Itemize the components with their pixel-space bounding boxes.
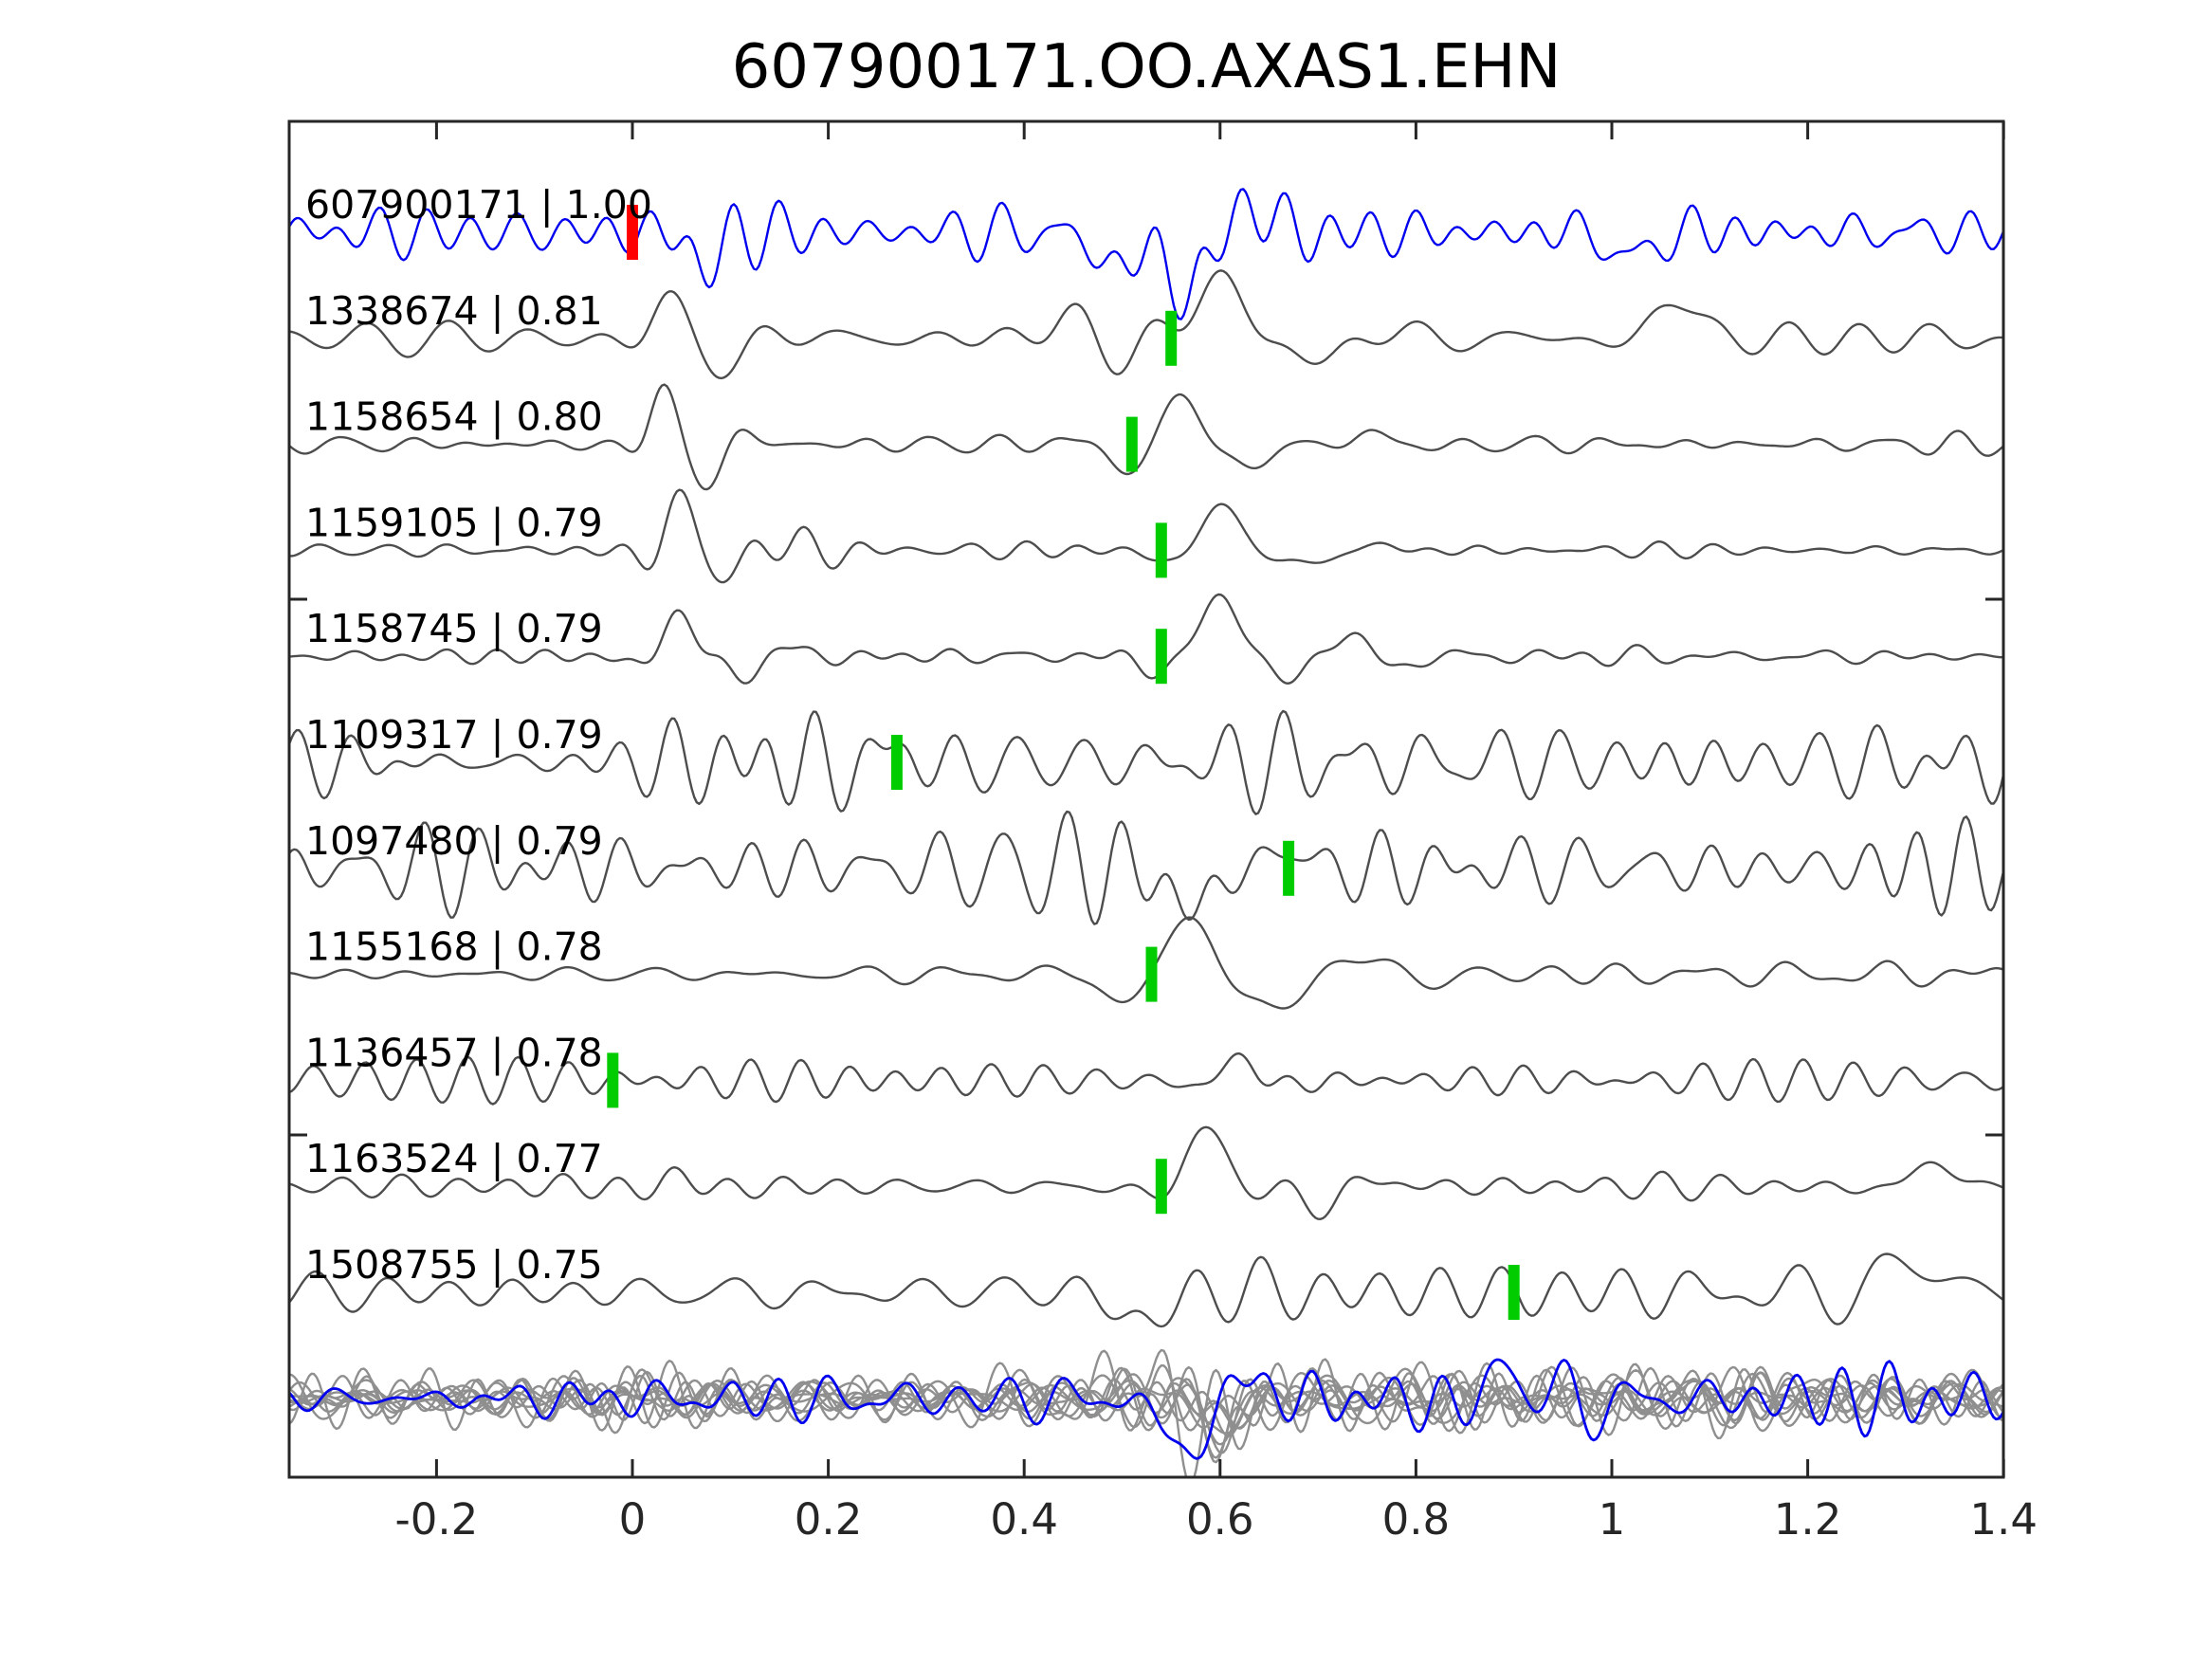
pick-marker-1136457 — [607, 1052, 619, 1108]
trace-label-1155168: 1155168 | 0.78 — [305, 924, 603, 970]
trace-labels-layer: 607900171 | 1.00 1338674 | 0.81 1158654 | … — [305, 182, 652, 1288]
trace-label-1158654: 1158654 | 0.80 — [305, 394, 603, 440]
x-tick-label: 1.2 — [1774, 1494, 1842, 1545]
overlay-trace-blue — [289, 1358, 2003, 1460]
trace-label-1159105: 1159105 | 0.79 — [305, 500, 603, 545]
waveform-trace-1158745 — [289, 593, 2003, 685]
plot-border — [287, 119, 2005, 1479]
pick-marker-1155168 — [1145, 946, 1158, 1002]
trace-label-1158745: 1158745 | 0.79 — [305, 606, 603, 651]
pick-markers-layer — [607, 205, 1520, 1320]
waveform-trace-1163524 — [289, 1125, 2003, 1221]
waveform-trace-1159105 — [289, 488, 2003, 584]
pick-marker-1508755 — [1508, 1265, 1520, 1320]
trace-label-1338674: 1338674 | 0.81 — [305, 288, 603, 334]
x-tick-label: 0.8 — [1382, 1494, 1451, 1545]
waveform-trace-1097480 — [289, 810, 2003, 925]
trace-label-1163524: 1163524 | 0.77 — [305, 1136, 603, 1181]
axis-tick-labels-layer: -0.2 0 0.2 0.4 0.6 0.8 1 1.2 1.4 — [394, 1494, 2037, 1545]
trace-label-1109317: 1109317 | 0.79 — [305, 712, 603, 758]
x-tick-label: 0 — [619, 1494, 647, 1545]
x-tick-label: 1 — [1599, 1494, 1626, 1545]
waveform-trace-1158654 — [289, 383, 2003, 491]
waveform-trace-607900171 — [289, 188, 2003, 320]
pick-marker-1163524 — [1155, 1159, 1167, 1215]
trace-label-1097480: 1097480 | 0.79 — [305, 818, 603, 864]
x-tick-label: -0.2 — [394, 1494, 478, 1545]
axis-ticks-layer — [289, 121, 2005, 1477]
trace-label-1508755: 1508755 | 0.75 — [305, 1242, 603, 1288]
pick-marker-1338674 — [1165, 310, 1178, 366]
x-tick-label: 0.4 — [990, 1494, 1058, 1545]
pick-marker-1159105 — [1155, 522, 1167, 578]
traces-layer — [289, 188, 2003, 1477]
waveform-trace-1136457 — [289, 1051, 2003, 1106]
overlay-trace-gray — [289, 1359, 2003, 1440]
pick-marker-1158745 — [1155, 629, 1167, 685]
pick-marker-607900171 — [627, 205, 638, 260]
trace-label-1136457: 1136457 | 0.78 — [305, 1030, 603, 1075]
figure-title: 607900171.OO.AXAS1.EHN — [732, 32, 1562, 102]
waveform-trace-1338674 — [289, 269, 2003, 380]
waveform-trace-1508755 — [289, 1253, 2003, 1328]
pick-marker-1158654 — [1125, 416, 1138, 472]
overlay-trace-gray — [289, 1363, 2003, 1432]
x-tick-label: 1.4 — [1969, 1494, 2038, 1545]
overlay-trace-gray — [289, 1365, 2003, 1459]
waveform-trace-1109317 — [289, 709, 2003, 815]
trace-label-607900171: 607900171 | 1.00 — [305, 182, 652, 228]
x-tick-label: 0.2 — [795, 1494, 863, 1545]
pick-marker-1097480 — [1283, 840, 1295, 896]
pick-marker-1109317 — [890, 735, 903, 790]
x-tick-label: 0.6 — [1186, 1494, 1254, 1545]
